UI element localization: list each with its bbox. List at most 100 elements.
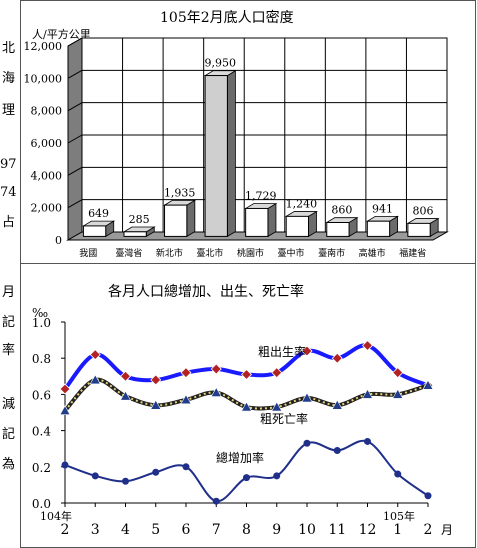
birth-rate-point [119,370,132,382]
death-rate-point [180,394,192,405]
death-rate-point [210,386,222,397]
x-tick-label: 高雄市 [359,247,386,259]
bar [204,75,228,237]
birth-rate-point [210,363,222,375]
x-tick-label: 2 [424,522,433,538]
y-axis-unit: ‰ [32,306,48,320]
gridline-side [67,69,83,79]
side-char: 海 [2,71,16,86]
year-label-105: 105年 [383,509,415,523]
chart-divider [20,263,476,264]
bar [285,215,310,237]
increase-rate-point [61,461,69,469]
y-tick-label: 2,000 [31,202,63,215]
x-tick-label: 福建省 [399,247,426,259]
side-char: 減 [2,397,16,412]
y-tick-label: 1.0 [32,316,51,330]
cropped-side-text: 北 海 理 97 74 占 月 記 率 減 記 為 [0,0,20,548]
increase-rate-point [394,470,402,478]
x-tick-label: 新北市 [156,247,183,259]
x-tick-label: 臺南市 [318,247,345,259]
x-tick-label: 5 [151,522,160,538]
series-line-birth [63,343,429,391]
y-tick-label: 10,000 [24,72,63,85]
death-rate-point [392,388,404,399]
x-tick-label: 12 [359,522,377,538]
y-tick-label: 8,000 [31,105,63,118]
bar-value-label: 860 [331,204,352,217]
x-axis-unit: 月 [441,523,453,537]
chart-title: 105年2月底人口密度 [160,9,294,26]
y-tick-label: 12,000 [24,40,63,53]
y-tick-label: 6,000 [31,137,63,150]
y-axis-label: 人/平方公里 [32,27,91,41]
gridline-side [67,37,83,47]
x-tick-label: 7 [212,522,221,538]
side-char: 北 [2,41,16,56]
bar-value-label: 1,729 [245,190,277,203]
side-char: 率 [2,343,16,358]
x-tick-label: 11 [328,522,346,538]
increase-rate-point [152,468,160,476]
year-label-104: 104年 [40,509,72,523]
y-tick-label: 4,000 [31,169,63,182]
birth-rate-point [240,368,253,381]
x-tick-label: 2 [61,522,70,538]
increase-rate-point [212,497,220,505]
side-char: 月 [2,285,16,300]
increase-rate-point [122,477,129,485]
death-rate-point [422,379,434,390]
death-rate-point [301,392,313,403]
side-char: 74 [0,185,17,200]
bar [123,231,147,237]
death-rate-point [150,399,162,410]
bar-value-label: 9,950 [204,57,236,70]
gridline-side [67,166,83,176]
side-char: 為 [2,457,16,472]
increase-rate-point [182,463,190,471]
increase-rate-point [91,472,99,480]
side-char: 記 [2,427,16,442]
birth-rate-point [89,349,101,361]
bar-value-label: 1,935 [164,186,196,199]
increase-rate-point [333,447,341,455]
y-tick-label: 0.2 [32,461,51,475]
x-tick-label: 桃園市 [237,247,264,259]
bar-value-label: 1,240 [286,198,318,211]
bar-value-label: 806 [413,205,434,218]
y-tick-label: 0.0 [32,497,51,511]
side-char: 理 [2,103,16,118]
increase-rate-point [303,439,311,447]
bar-value-label: 941 [372,202,393,215]
bar-value-label: 649 [88,207,109,220]
death-rate-point [59,405,71,415]
series-label: 總增加率 [216,450,264,465]
side-char: 97 [0,157,17,172]
gridline-side [67,199,83,209]
bar [245,207,269,237]
gridline-side [67,134,83,144]
increase-rate-point [243,474,250,482]
death-rate-point [361,388,374,399]
y-tick-label: 0.8 [32,352,51,366]
series-line-increase [64,439,429,503]
death-rate-point [119,390,132,401]
bar [164,204,188,237]
x-tick-label: 我國 [79,248,97,259]
birth-rate-point [392,367,404,379]
birth-rate-point [331,352,343,364]
x-tick-label: 臺中市 [278,247,305,259]
x-tick-label: 9 [272,522,281,538]
bar [326,221,350,237]
series-label: 粗出生率 [258,344,306,359]
x-tick-label: 臺北市 [196,247,223,259]
side-char: 占 [2,215,16,230]
x-tick-label: 1 [393,522,402,538]
birth-rate-point [361,340,374,352]
x-tick-label: 4 [121,522,130,538]
birth-rate-point [301,345,313,357]
increase-rate-point [424,492,432,500]
y-tick-label: 0.4 [32,425,51,439]
